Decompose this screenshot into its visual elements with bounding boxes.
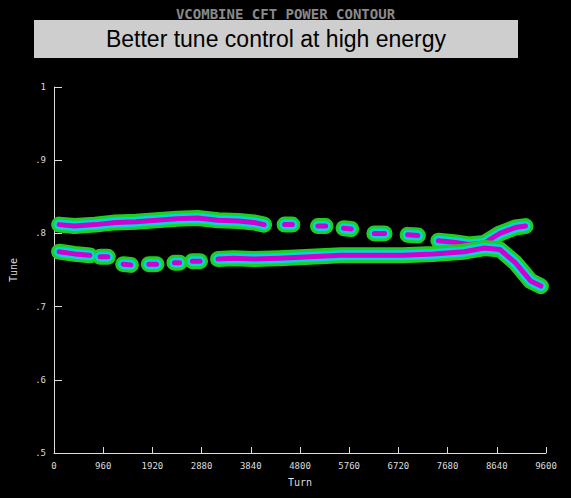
svg-text:.7: .7 [35, 302, 46, 312]
svg-text:.8: .8 [35, 228, 46, 238]
svg-text:8640: 8640 [486, 461, 508, 471]
html-text:Better tune control at high en: Better tune control at high energy [105, 26, 446, 52]
svg-text:Turn: Turn [288, 477, 312, 488]
svg-text:.6: .6 [35, 375, 46, 385]
svg-text:VCOMBINE CFT POWER CONTOUR: VCOMBINE CFT POWER CONTOUR [175, 6, 396, 22]
svg-text:.9: .9 [35, 155, 46, 165]
svg-text:1920: 1920 [142, 461, 164, 471]
svg-text:.5: .5 [35, 448, 46, 458]
svg-text:2880: 2880 [191, 461, 213, 471]
svg-text:4800: 4800 [289, 461, 311, 471]
svg-text:0: 0 [51, 461, 56, 471]
svg-text:Tune: Tune [8, 258, 19, 282]
svg-text:3840: 3840 [240, 461, 262, 471]
svg-text:5760: 5760 [338, 461, 360, 471]
svg-text:960: 960 [95, 461, 111, 471]
svg-text:6720: 6720 [388, 461, 410, 471]
svg-text:7680: 7680 [437, 461, 459, 471]
svg-text:9600: 9600 [535, 461, 557, 471]
svg-text:1: 1 [41, 82, 46, 92]
